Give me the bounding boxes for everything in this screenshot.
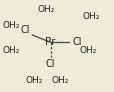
Text: OH₂: OH₂	[81, 12, 99, 21]
Text: OH₂: OH₂	[3, 46, 20, 55]
Text: Cl: Cl	[20, 25, 30, 35]
Text: OH₂: OH₂	[26, 76, 43, 85]
Text: OH₂: OH₂	[37, 5, 54, 14]
Text: Cl: Cl	[72, 37, 81, 47]
Text: Pr: Pr	[45, 37, 55, 47]
Text: OH₂: OH₂	[79, 46, 96, 55]
Text: OH₂: OH₂	[51, 76, 68, 85]
Text: OH₂: OH₂	[3, 21, 20, 30]
Text: Cl: Cl	[45, 59, 55, 69]
